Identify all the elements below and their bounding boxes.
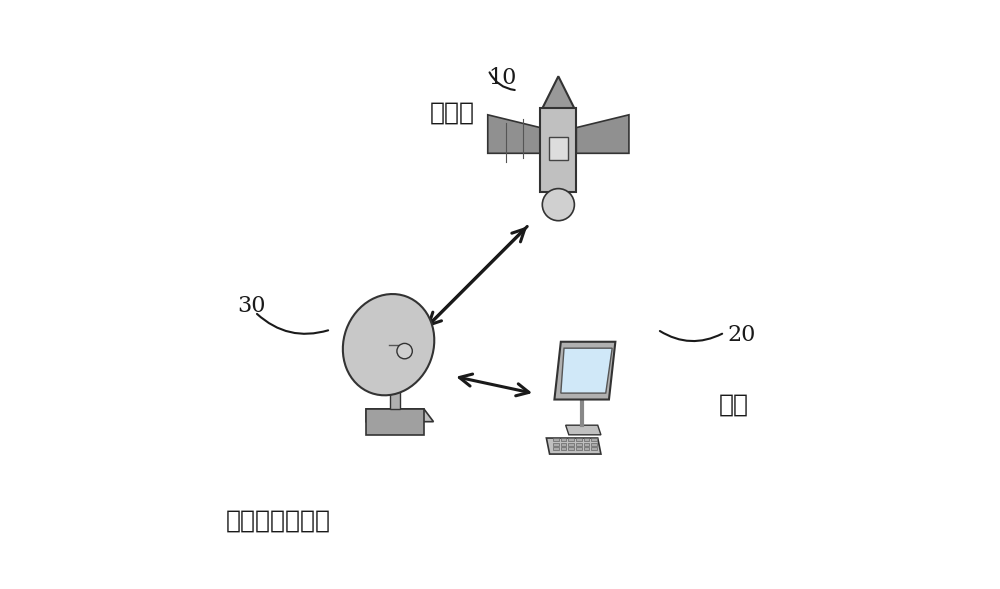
Polygon shape: [566, 425, 601, 435]
Circle shape: [397, 343, 412, 359]
Polygon shape: [554, 342, 615, 399]
Ellipse shape: [343, 294, 434, 395]
FancyBboxPatch shape: [568, 442, 574, 446]
Polygon shape: [542, 77, 574, 108]
Polygon shape: [540, 108, 576, 192]
Text: 10: 10: [488, 68, 517, 90]
FancyBboxPatch shape: [553, 442, 559, 446]
Circle shape: [542, 188, 574, 221]
FancyBboxPatch shape: [553, 447, 559, 450]
FancyBboxPatch shape: [549, 137, 568, 160]
FancyBboxPatch shape: [584, 447, 589, 450]
Polygon shape: [576, 115, 629, 153]
Text: 测控系统服务器: 测控系统服务器: [226, 509, 331, 533]
Polygon shape: [488, 115, 540, 153]
FancyBboxPatch shape: [591, 438, 597, 441]
FancyBboxPatch shape: [576, 438, 582, 441]
Polygon shape: [561, 348, 612, 393]
FancyBboxPatch shape: [390, 364, 400, 409]
FancyBboxPatch shape: [561, 447, 566, 450]
FancyBboxPatch shape: [561, 442, 566, 446]
FancyBboxPatch shape: [591, 447, 597, 450]
FancyBboxPatch shape: [576, 442, 582, 446]
FancyBboxPatch shape: [576, 447, 582, 450]
Text: 20: 20: [728, 324, 756, 346]
FancyBboxPatch shape: [561, 438, 566, 441]
FancyBboxPatch shape: [584, 442, 589, 446]
FancyBboxPatch shape: [584, 438, 589, 441]
FancyBboxPatch shape: [553, 438, 559, 441]
FancyBboxPatch shape: [568, 447, 574, 450]
FancyBboxPatch shape: [568, 438, 574, 441]
Text: 卦星端: 卦星端: [430, 101, 475, 124]
Polygon shape: [546, 438, 601, 454]
Polygon shape: [366, 409, 433, 422]
Text: 30: 30: [237, 295, 266, 317]
Polygon shape: [366, 409, 424, 435]
Text: 终端: 终端: [719, 392, 749, 416]
FancyBboxPatch shape: [591, 442, 597, 446]
